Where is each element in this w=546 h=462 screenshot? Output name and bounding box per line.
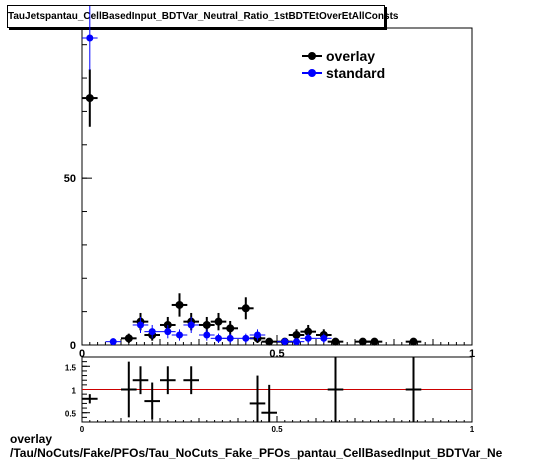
data-point [241, 304, 250, 313]
data-point [409, 337, 418, 346]
data-point [176, 331, 183, 339]
main-plot-marks [82, 5, 422, 346]
data-point [358, 337, 367, 346]
data-point [86, 34, 94, 42]
ratio-plot-marks [82, 357, 422, 422]
data-point [226, 324, 235, 333]
data-point [242, 334, 250, 342]
ratio-series-0 [82, 357, 422, 422]
data-point [203, 331, 211, 339]
footer-line-1: overlay [10, 432, 53, 446]
data-point [292, 330, 301, 339]
data-point [124, 334, 133, 343]
y-tick-label: 0 [70, 340, 76, 352]
footer-label: overlay /Tau/NoCuts/Fake/PFOs/Tau_NoCuts… [10, 432, 502, 460]
data-point [187, 321, 195, 329]
data-point [202, 320, 211, 329]
data-point [331, 337, 340, 346]
data-point [304, 327, 313, 336]
data-point [215, 334, 222, 342]
x-tick-label: 0 [79, 348, 85, 360]
legend-marker [308, 52, 316, 60]
data-point [254, 331, 261, 339]
main-plot-frame: 0 0.5 1 0 50 [64, 27, 475, 360]
data-point [164, 328, 172, 336]
data-point [304, 334, 312, 342]
data-point [85, 94, 94, 103]
series-1 [82, 5, 332, 346]
axes-frame [81, 27, 473, 346]
x-tick-label: 1 [469, 348, 475, 360]
data-point [320, 334, 328, 342]
data-point [281, 338, 289, 346]
footer-line-2: /Tau/NoCuts/Fake/PFOs/Tau_NoCuts_Fake_PF… [10, 446, 503, 460]
data-point [265, 337, 274, 346]
data-point [293, 338, 300, 346]
data-point [148, 328, 156, 336]
legend-label: standard [326, 65, 385, 81]
data-point [109, 338, 117, 346]
legend-marker [308, 69, 316, 77]
y-tick-label: 1.5 [65, 363, 77, 372]
x-tick-label: 0.5 [271, 425, 283, 434]
x-tick-label: 0.5 [269, 348, 284, 360]
y-tick-label: 0.5 [65, 410, 77, 419]
y-tick-label: 1 [72, 387, 77, 396]
x-tick-label: 1 [470, 425, 475, 434]
series-0 [82, 69, 422, 346]
data-point [226, 334, 234, 342]
data-point [175, 300, 184, 309]
data-point [370, 337, 379, 346]
y-tick-label: 50 [64, 173, 76, 185]
x-tick-label: 0 [80, 425, 85, 434]
data-point [137, 321, 144, 329]
legend-label: overlay [326, 48, 375, 64]
data-point [214, 317, 223, 326]
